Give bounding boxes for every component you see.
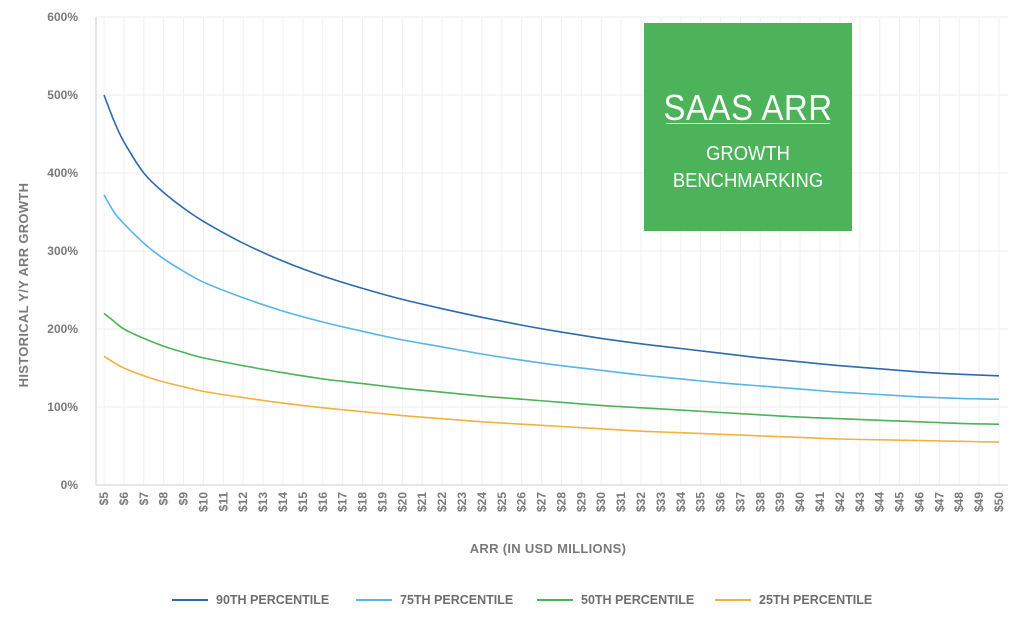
series-line [103, 94, 1000, 377]
x-tick-label: $17 [336, 492, 350, 512]
x-tick-label: $50 [992, 492, 1006, 512]
y-tick-label: 600% [47, 10, 78, 24]
x-tick-label: $29 [574, 492, 588, 512]
x-tick-label: $40 [793, 492, 807, 512]
y-tick-label: 100% [47, 400, 78, 414]
x-tick-label: $37 [733, 492, 747, 512]
series-line [103, 194, 1000, 400]
x-tick-label: $20 [395, 492, 409, 512]
x-tick-label: $9 [177, 492, 191, 506]
chart-subtitle-line2: BENCHMARKING [672, 170, 824, 192]
x-tick-label: $27 [535, 492, 549, 512]
x-tick-label: $7 [137, 492, 151, 506]
series-line [103, 312, 1000, 425]
x-tick-label: $25 [495, 492, 509, 512]
chart-subtitle-line1: GROWTH [706, 143, 790, 165]
x-tick-label: $22 [435, 492, 449, 512]
y-axis-title: HISTORICAL Y/Y ARR GROWTH [16, 183, 31, 388]
x-tick-label: $49 [972, 492, 986, 512]
title-divider [666, 123, 830, 124]
x-tick-label: $44 [873, 492, 887, 512]
x-tick-label: $11 [216, 492, 230, 512]
x-tick-label: $5 [97, 492, 111, 506]
y-tick-label: 400% [47, 166, 78, 180]
y-tick-label: 200% [47, 322, 78, 336]
x-tick-label: $12 [236, 492, 250, 512]
x-axis-title: ARR (IN USD MILLIONS) [470, 541, 627, 556]
x-tick-label: $8 [157, 492, 171, 506]
x-tick-label: $14 [276, 492, 290, 512]
title-box: SAAS ARR GROWTH BENCHMARKING [644, 23, 852, 231]
x-tick-label: $26 [515, 492, 529, 512]
x-tick-label: $23 [455, 492, 469, 512]
x-tick-label: $38 [753, 492, 767, 512]
chart-subtitle: GROWTH BENCHMARKING [652, 141, 843, 195]
x-tick-label: $16 [316, 492, 330, 512]
x-tick-label: $43 [853, 492, 867, 512]
y-tick-label: 0% [61, 478, 79, 492]
x-tick-label: $19 [375, 492, 389, 512]
y-tick-labels: 0% 100% 200% 300% 400% 500% 600% [47, 10, 78, 492]
x-tick-label: $34 [674, 492, 688, 512]
x-tick-label: $32 [634, 492, 648, 512]
x-tick-label: $48 [952, 492, 966, 512]
x-tick-label: $35 [694, 492, 708, 512]
legend: 90TH PERCENTILE 75TH PERCENTILE 50TH PERCE… [172, 593, 872, 607]
legend-label: 90TH PERCENTILE [216, 593, 329, 607]
legend-label: 25TH PERCENTILE [759, 593, 872, 607]
x-tick-label: $28 [554, 492, 568, 512]
y-tick-label: 500% [47, 88, 78, 102]
x-tick-labels: $5 $6 $7 $8 $9 $10 $11 $12 $13 $14 $15 $16 $17 $18 $19… [97, 492, 1006, 512]
x-tick-label: $18 [356, 492, 370, 512]
x-tick-label: $15 [296, 492, 310, 512]
x-tick-label: $45 [893, 492, 907, 512]
x-tick-label: $42 [833, 492, 847, 512]
x-tick-label: $33 [654, 492, 668, 512]
x-tick-label: $30 [594, 492, 608, 512]
axes [95, 17, 1008, 486]
x-tick-label: $13 [256, 492, 270, 512]
x-tick-label: $31 [614, 492, 628, 512]
y-tick-label: 300% [47, 244, 78, 258]
series-line [103, 355, 1000, 443]
legend-label: 75TH PERCENTILE [400, 593, 513, 607]
x-tick-label: $47 [932, 492, 946, 512]
x-tick-label: $10 [196, 492, 210, 512]
series-lines [103, 94, 1000, 443]
x-tick-label: $6 [117, 492, 131, 506]
x-tick-label: $39 [773, 492, 787, 512]
x-tick-label: $36 [714, 492, 728, 512]
x-tick-label: $24 [475, 492, 489, 512]
chart-title: SAAS ARR [663, 87, 833, 128]
legend-label: 50TH PERCENTILE [581, 593, 694, 607]
grid [96, 16, 1008, 485]
x-tick-label: $46 [912, 492, 926, 512]
x-tick-label: $21 [415, 492, 429, 512]
x-tick-label: $41 [813, 492, 827, 512]
